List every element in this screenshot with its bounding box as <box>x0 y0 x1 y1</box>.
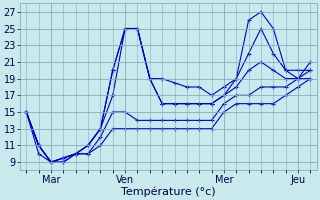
X-axis label: Température (°c): Température (°c) <box>121 186 216 197</box>
